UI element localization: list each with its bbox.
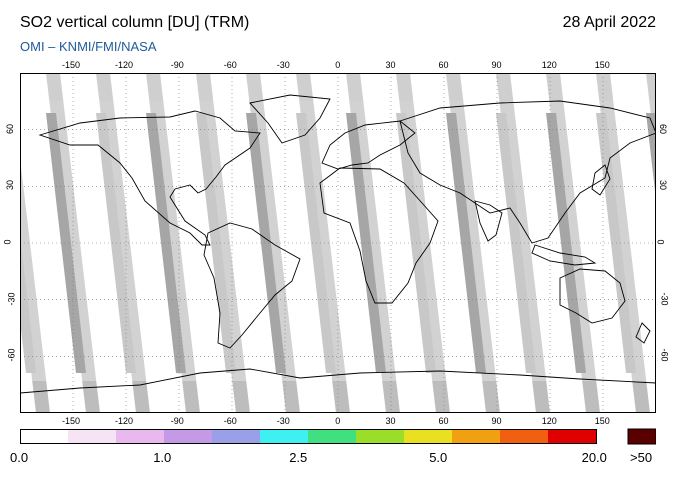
swath-band (610, 73, 656, 413)
lat-tick-left: 60 (5, 123, 16, 134)
colorbar-segment (68, 430, 117, 443)
lon-tick-top: 120 (541, 60, 557, 70)
antarctica-outline (20, 368, 656, 394)
lon-tick-bottom: -30 (276, 416, 290, 426)
swath-overlap (46, 113, 86, 373)
map-title: SO2 vertical column [DU] (TRM) (20, 14, 250, 31)
swath-overlap (246, 113, 286, 373)
swath-band (560, 73, 636, 413)
lon-tick-bottom: 60 (438, 416, 449, 426)
swath-overlap (546, 113, 586, 373)
lon-tick-top: 0 (335, 60, 341, 70)
colorbar-frame (20, 429, 597, 444)
colorbar-segment (260, 430, 309, 443)
colorbar-segment (548, 430, 597, 443)
north-america-outline (38, 110, 261, 246)
lon-tick-bottom: 90 (491, 416, 502, 426)
colorbar-segment (164, 430, 213, 443)
colorbar-label: 2.5 (289, 450, 308, 465)
colorbar-segment (500, 430, 549, 443)
swath-band (20, 73, 86, 413)
lon-tick-bottom: -120 (115, 416, 134, 426)
swath-overlap (346, 113, 386, 373)
colorbar-segment (404, 430, 453, 443)
colorbar-label: 1.0 (153, 450, 172, 465)
lon-tick-top: -60 (223, 60, 237, 70)
lon-tick-top: -120 (115, 60, 134, 70)
lat-tick-right: 30 (658, 180, 669, 191)
australia-outline (559, 268, 626, 324)
lon-tick-bottom: 120 (541, 416, 557, 426)
lon-tick-bottom: 0 (335, 416, 341, 426)
south-america-outline (203, 222, 301, 349)
greenland-outline (249, 94, 331, 144)
colorbar (20, 428, 656, 445)
lon-tick-top: 150 (594, 60, 610, 70)
asia-outline (399, 100, 656, 244)
lon-tick-top: 30 (385, 60, 396, 70)
colorbar-segment (308, 430, 357, 443)
lon-tick-top: 90 (491, 60, 502, 70)
lat-tick-left: -60 (6, 348, 17, 362)
lat-tick-right: -60 (659, 348, 670, 362)
swath-overlap (646, 113, 656, 200)
colorbar-label: 0.0 (10, 450, 29, 465)
lon-tick-top: -30 (276, 60, 290, 70)
lon-tick-bottom: 150 (594, 416, 610, 426)
swath-band (360, 73, 436, 413)
colorbar-overflow-swatch (627, 428, 656, 445)
colorbar-overflow-label: >50 (630, 450, 653, 465)
africa-outline (319, 167, 439, 304)
lon-tick-top: -90 (170, 60, 184, 70)
lon-tick-bottom: -90 (170, 416, 184, 426)
indonesia-outline (531, 244, 597, 266)
lon-tick-bottom: 30 (385, 416, 396, 426)
lon-tick-top: 60 (438, 60, 449, 70)
colorbar-segment (116, 430, 165, 443)
map-date: 28 April 2022 (562, 14, 656, 31)
continent-outlines (20, 94, 656, 394)
swath-band (60, 73, 136, 413)
lon-tick-bottom: -60 (223, 416, 237, 426)
europe-outline (321, 120, 416, 170)
lat-tick-right: 0 (655, 239, 666, 245)
lat-tick-left: -30 (6, 292, 17, 306)
world-map (20, 73, 656, 413)
colorbar-segment (20, 430, 69, 443)
graticule (20, 73, 656, 413)
swath-overlap (146, 113, 186, 373)
colorbar-label: 5.0 (429, 450, 448, 465)
colorbar-segment (452, 430, 501, 443)
map-frame (20, 73, 656, 413)
lat-tick-left: 30 (5, 180, 16, 191)
lon-tick-top: -150 (62, 60, 81, 70)
swath-band (460, 73, 536, 413)
colorbar-label: 20.0 (581, 450, 607, 465)
lat-tick-left: 0 (2, 239, 13, 245)
japan-outline (591, 164, 611, 196)
lon-tick-bottom: -150 (62, 416, 81, 426)
swath-overlap (446, 113, 486, 373)
colorbar-segment (356, 430, 405, 443)
lat-tick-right: 60 (658, 123, 669, 134)
new-zealand-outline (635, 322, 651, 344)
colorbar-segment (212, 430, 261, 443)
data-credit: OMI – KNMI/FMI/NASA (20, 39, 157, 54)
india-outline (474, 200, 503, 242)
swath-band (260, 73, 336, 413)
lat-tick-right: -30 (659, 292, 670, 306)
